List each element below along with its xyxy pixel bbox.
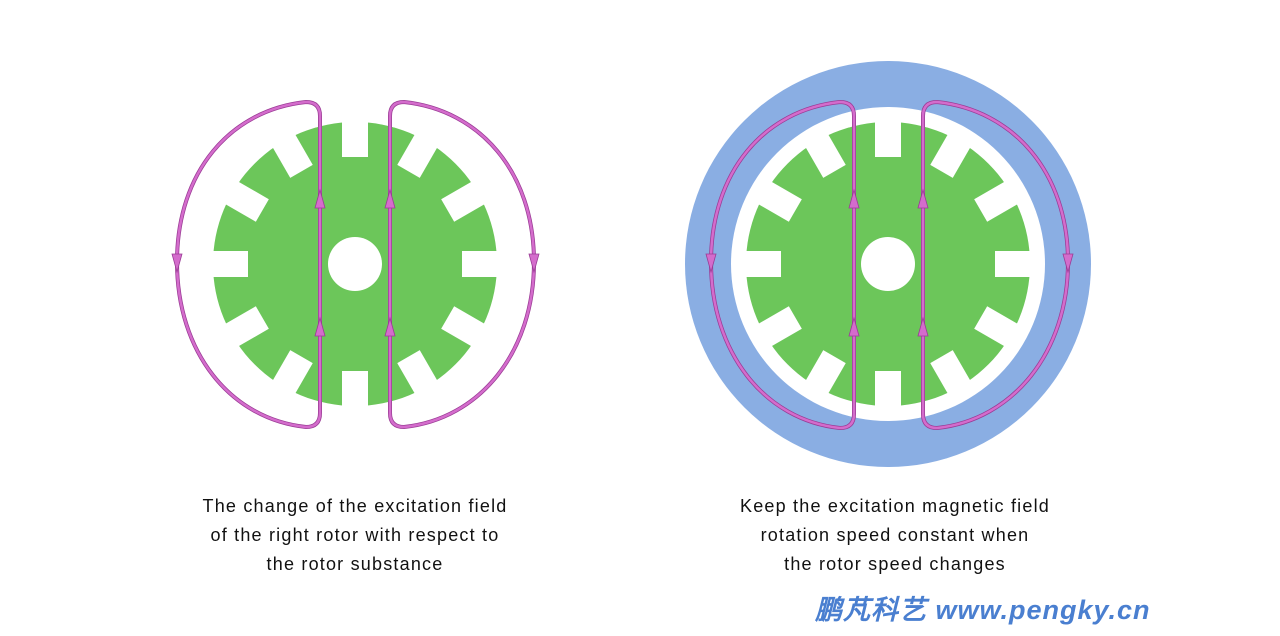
- rotor-slot: [755, 306, 802, 348]
- shaft-hole: [328, 237, 382, 291]
- arrow-up-icon: [848, 316, 860, 337]
- watermark: 鹏芃科艺 www.pengky.cn: [815, 595, 1151, 625]
- arrow-down-icon: [528, 253, 540, 274]
- rotor-slot: [342, 371, 368, 409]
- rotor-slot: [462, 251, 500, 277]
- arrow-up-icon: [314, 316, 326, 337]
- arrow-down-icon: [705, 253, 717, 274]
- right-caption-line: the rotor speed changes: [784, 554, 1006, 574]
- right-caption-line: Keep the excitation magnetic field: [740, 496, 1050, 516]
- rotor-slot: [271, 131, 313, 178]
- rotor-slot: [222, 306, 269, 348]
- rotor-slot: [397, 350, 439, 397]
- rotor-slot: [271, 350, 313, 397]
- left-caption-line: of the right rotor with respect to: [210, 525, 500, 545]
- shaft-hole: [861, 237, 915, 291]
- rotor-slot: [441, 306, 488, 348]
- rotor-slot: [930, 131, 972, 178]
- arrow-down-icon: [171, 253, 183, 274]
- rotor-slot: [210, 251, 248, 277]
- left-caption-line: the rotor substance: [266, 554, 444, 574]
- right-caption-line: rotation speed constant when: [760, 525, 1030, 545]
- rotor-slot: [743, 251, 781, 277]
- rotor-slot: [974, 306, 1021, 348]
- arrow-up-icon: [848, 188, 860, 209]
- arrow-down-icon: [1062, 253, 1074, 274]
- left-caption-line: The change of the excitation field: [202, 496, 508, 516]
- left-caption: The change of the excitation field of th…: [125, 492, 585, 579]
- rotor-slot: [397, 131, 439, 178]
- right-caption: Keep the excitation magnetic field rotat…: [665, 492, 1125, 579]
- arrow-up-icon: [314, 188, 326, 209]
- arrow-up-icon: [917, 316, 929, 337]
- rotor-slot: [222, 180, 269, 222]
- rotor-slot: [995, 251, 1033, 277]
- rotor-slot: [930, 350, 972, 397]
- rotor-slot: [875, 371, 901, 409]
- arrow-up-icon: [384, 188, 396, 209]
- rotor-slot: [342, 119, 368, 157]
- rotor-slot: [804, 131, 846, 178]
- rotor-slot: [875, 119, 901, 157]
- rotor-slot: [441, 180, 488, 222]
- rotor-slot: [974, 180, 1021, 222]
- rotor-slot: [804, 350, 846, 397]
- rotor-slot: [755, 180, 802, 222]
- arrow-up-icon: [917, 188, 929, 209]
- arrow-up-icon: [384, 316, 396, 337]
